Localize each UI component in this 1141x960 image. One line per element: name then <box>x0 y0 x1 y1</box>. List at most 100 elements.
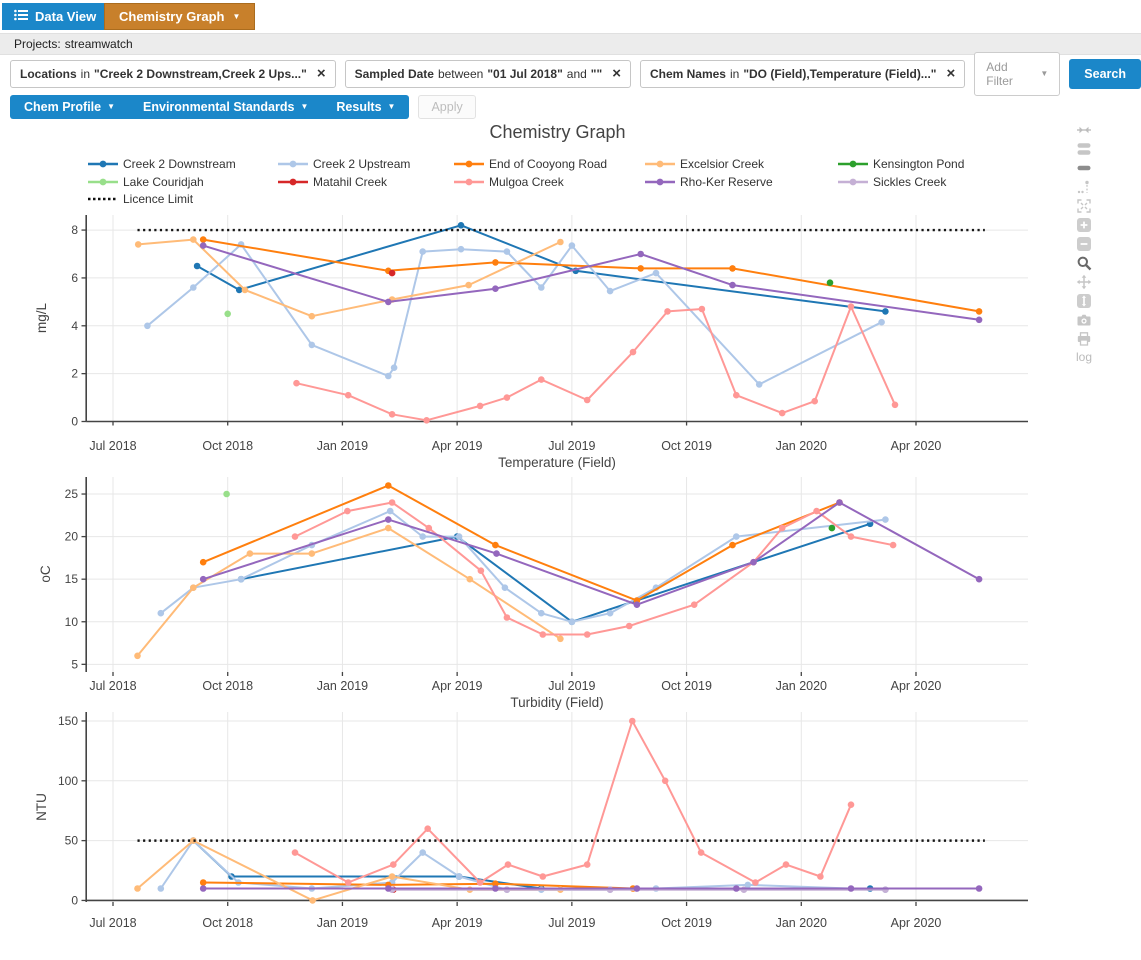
chevron-down-icon: ▼ <box>300 102 309 111</box>
legend-label: End of Cooyong Road <box>489 157 608 171</box>
legend-label: Rho-Ker Reserve <box>680 175 773 189</box>
filter-chip-text: "01 Jul 2018" <box>487 67 563 81</box>
legend-swatch <box>645 178 675 186</box>
data-view-button[interactable]: Data View <box>2 3 109 30</box>
filter-chip-text: Locations <box>20 67 77 81</box>
svg-text:Apr 2020: Apr 2020 <box>891 439 942 453</box>
svg-text:Jan 2020: Jan 2020 <box>776 679 827 693</box>
add-filter-label: Add Filter <box>986 60 1013 88</box>
legend-swatch <box>88 160 118 168</box>
legend-swatch <box>278 160 308 168</box>
filter-chip[interactable]: Locations in "Creek 2 Downstream,Creek 2 U… <box>10 60 336 88</box>
svg-text:Temperature (Field): Temperature (Field) <box>498 455 616 470</box>
filter-chip-text: "Creek 2 Downstream,Creek 2 Ups..." <box>94 67 307 81</box>
legend-item[interactable]: Lake Couridjah <box>88 175 204 189</box>
filter-chip-text: in <box>729 67 740 81</box>
filter-chip-text: between <box>437 67 484 81</box>
pan-icon[interactable] <box>1076 274 1092 290</box>
projects-label: Projects: <box>14 37 61 51</box>
link-x-axes-icon[interactable] <box>1076 122 1092 138</box>
svg-text:Apr 2020: Apr 2020 <box>891 679 942 693</box>
box-zoom-icon[interactable] <box>1076 255 1092 271</box>
legend-label: Matahil Creek <box>313 175 388 189</box>
svg-text:0: 0 <box>71 893 78 907</box>
remove-filter-icon[interactable]: × <box>316 65 326 82</box>
chart-type-label: Chemistry Graph <box>119 9 225 24</box>
legend-item[interactable]: End of Cooyong Road <box>454 157 607 171</box>
filter-chip-text: and <box>566 67 587 81</box>
svg-text:Oct 2019: Oct 2019 <box>661 916 712 930</box>
y-axis-zoom-icon[interactable] <box>1076 293 1092 309</box>
filter-chip-text: "" <box>590 67 603 81</box>
remove-filter-icon[interactable]: × <box>612 65 621 82</box>
svg-text:Jul 2019: Jul 2019 <box>548 916 595 930</box>
actions-bar: Chem Profile ▼ Environmental Standards ▼ Res… <box>10 95 476 119</box>
remove-filter-icon[interactable]: × <box>946 65 956 82</box>
legend-swatch <box>454 160 484 168</box>
search-button[interactable]: Search <box>1069 59 1141 89</box>
legend-item[interactable]: Creek 2 Downstream <box>88 157 236 171</box>
svg-text:Oct 2018: Oct 2018 <box>202 439 253 453</box>
filter-chips: Locations in "Creek 2 Downstream,Creek 2 U… <box>10 60 966 88</box>
filter-chip-text: Chem Names <box>649 67 726 81</box>
legend-item[interactable]: Kensington Pond <box>838 157 964 171</box>
log-scale-toggle[interactable]: log <box>1076 350 1093 364</box>
add-filter-button[interactable]: Add Filter ▼ <box>974 52 1061 96</box>
action-dropdown-results[interactable]: Results ▼ <box>322 95 409 119</box>
svg-text:20: 20 <box>65 530 79 544</box>
legend-label: Creek 2 Downstream <box>123 157 236 171</box>
legend-swatch <box>838 178 868 186</box>
action-label: Chem Profile <box>24 100 102 114</box>
svg-text:150: 150 <box>58 714 78 728</box>
camera-icon[interactable] <box>1076 312 1092 328</box>
legend-item[interactable]: Rho-Ker Reserve <box>645 175 773 189</box>
legend-item[interactable]: Excelsior Creek <box>645 157 764 171</box>
filter-chip-text: Sampled Date <box>354 67 434 81</box>
legend-swatch <box>278 178 308 186</box>
svg-text:Apr 2019: Apr 2019 <box>432 916 483 930</box>
svg-text:Apr 2019: Apr 2019 <box>432 439 483 453</box>
legend-item[interactable]: Mulgoa Creek <box>454 175 564 189</box>
legend-item[interactable]: Licence Limit <box>88 192 193 206</box>
svg-text:100: 100 <box>58 774 78 788</box>
legend-swatch <box>88 197 118 201</box>
svg-text:Apr 2019: Apr 2019 <box>432 679 483 693</box>
legend-label: Kensington Pond <box>873 157 965 171</box>
svg-text:oC: oC <box>38 565 53 583</box>
svg-text:Jul 2019: Jul 2019 <box>548 439 595 453</box>
chevron-down-icon: ▼ <box>232 11 241 21</box>
filter-chip-text: in <box>80 67 91 81</box>
svg-text:6: 6 <box>71 271 78 285</box>
top-navigation-bar: Data View Chemistry Graph ▼ <box>0 0 1141 33</box>
svg-text:Jan 2020: Jan 2020 <box>776 916 827 930</box>
zoom-in-icon[interactable] <box>1076 217 1092 233</box>
chevron-down-icon: ▼ <box>387 102 396 111</box>
autoscale-icon[interactable] <box>1076 198 1092 214</box>
unstack-charts-icon[interactable] <box>1076 141 1092 157</box>
legend-label: Mulgoa Creek <box>489 175 564 189</box>
filter-chip[interactable]: Sampled Date between "01 Jul 2018" and "" × <box>344 60 631 88</box>
stack-charts-icon[interactable] <box>1076 160 1092 176</box>
filter-chip[interactable]: Chem Names in "DO (Field),Temperature (Fie… <box>639 60 966 88</box>
action-label: Environmental Standards <box>143 100 295 114</box>
svg-text:0: 0 <box>71 415 78 429</box>
svg-text:Oct 2019: Oct 2019 <box>661 439 712 453</box>
svg-text:8: 8 <box>71 223 78 237</box>
legend-item[interactable]: Matahil Creek <box>278 175 387 189</box>
svg-text:2: 2 <box>71 367 78 381</box>
legend-item[interactable]: Sickles Creek <box>838 175 946 189</box>
svg-text:10: 10 <box>65 615 79 629</box>
print-icon[interactable] <box>1076 331 1092 347</box>
legend-item[interactable]: Creek 2 Upstream <box>278 157 410 171</box>
spike-lines-icon[interactable] <box>1076 179 1092 195</box>
svg-text:Oct 2018: Oct 2018 <box>202 916 253 930</box>
action-dropdown-environmental-standards[interactable]: Environmental Standards ▼ <box>129 95 322 119</box>
zoom-out-icon[interactable] <box>1076 236 1092 252</box>
legend-swatch <box>645 160 675 168</box>
apply-button[interactable]: Apply <box>418 95 476 119</box>
chart-type-dropdown[interactable]: Chemistry Graph ▼ <box>104 3 256 30</box>
svg-text:4: 4 <box>71 319 78 333</box>
action-dropdown-chem-profile[interactable]: Chem Profile ▼ <box>10 95 129 119</box>
